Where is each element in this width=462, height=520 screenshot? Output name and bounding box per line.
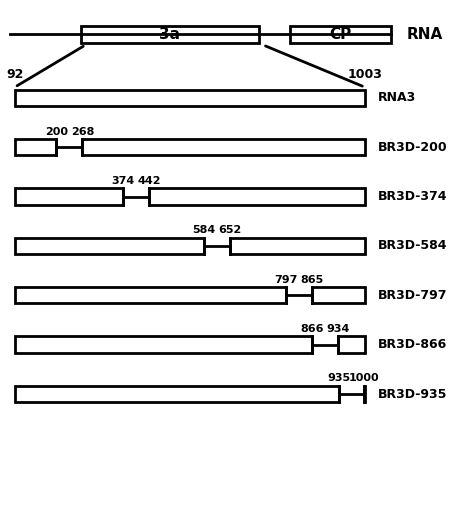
FancyBboxPatch shape	[82, 139, 365, 155]
Text: 200: 200	[45, 126, 68, 137]
FancyBboxPatch shape	[364, 386, 365, 402]
FancyBboxPatch shape	[81, 26, 259, 43]
Text: 92: 92	[6, 68, 24, 81]
Text: BR3D-797: BR3D-797	[378, 289, 448, 302]
Text: 652: 652	[219, 225, 242, 236]
Text: 1000: 1000	[348, 373, 379, 383]
FancyBboxPatch shape	[290, 26, 391, 43]
Text: BR3D-374: BR3D-374	[378, 190, 448, 203]
FancyBboxPatch shape	[15, 139, 56, 155]
Text: BR3D-584: BR3D-584	[378, 239, 448, 252]
Text: RNA3: RNA3	[378, 92, 416, 105]
Text: BR3D-200: BR3D-200	[378, 140, 448, 153]
FancyBboxPatch shape	[312, 287, 365, 304]
FancyBboxPatch shape	[15, 287, 286, 304]
FancyBboxPatch shape	[15, 89, 365, 106]
Text: 797: 797	[274, 275, 298, 284]
Text: 3a: 3a	[159, 27, 180, 42]
FancyBboxPatch shape	[338, 336, 365, 353]
FancyBboxPatch shape	[15, 238, 204, 254]
Text: 935: 935	[327, 373, 350, 383]
Text: 934: 934	[327, 324, 350, 334]
FancyBboxPatch shape	[149, 188, 365, 205]
FancyBboxPatch shape	[230, 238, 365, 254]
Text: CP: CP	[329, 27, 352, 42]
Text: 865: 865	[300, 275, 323, 284]
Text: 374: 374	[111, 176, 135, 186]
FancyBboxPatch shape	[15, 386, 339, 402]
Text: 584: 584	[192, 225, 215, 236]
Text: 1003: 1003	[347, 68, 383, 81]
FancyBboxPatch shape	[15, 336, 312, 353]
Text: 866: 866	[300, 324, 324, 334]
Text: BR3D-935: BR3D-935	[378, 387, 448, 400]
Text: RNA: RNA	[407, 27, 443, 42]
Text: BR3D-866: BR3D-866	[378, 338, 448, 351]
Text: 268: 268	[71, 126, 94, 137]
Text: 442: 442	[138, 176, 161, 186]
FancyBboxPatch shape	[15, 188, 123, 205]
